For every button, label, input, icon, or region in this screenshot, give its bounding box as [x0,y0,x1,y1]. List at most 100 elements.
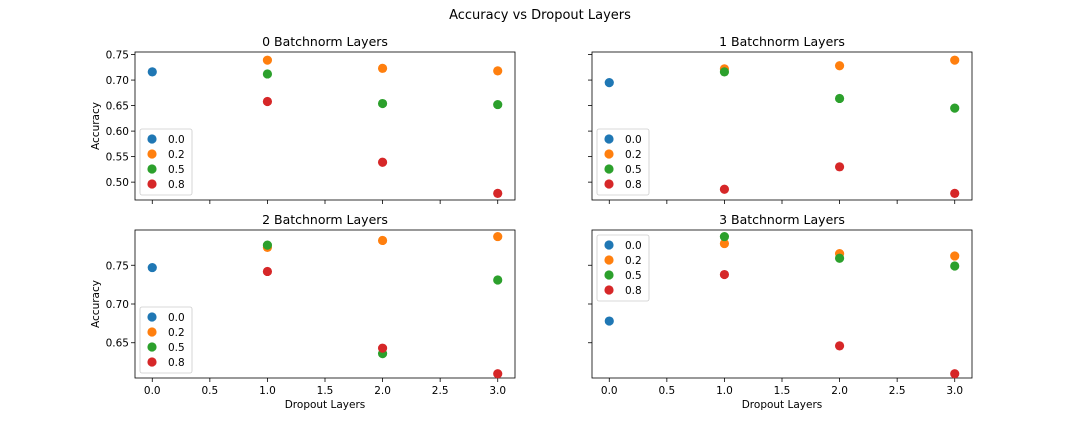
data-point [262,55,273,65]
x-tick-label: 0.0 [144,385,161,397]
y-tick-label: 0.60 [106,126,129,138]
data-point [834,253,845,263]
legend-box [139,128,193,196]
data-point [493,369,503,379]
data-point [950,188,960,198]
x-tick-label: 1.0 [716,385,733,397]
data-point [377,343,388,353]
legend-marker [604,164,614,174]
legend-marker [147,164,157,174]
legend-marker [147,342,157,352]
data-point [377,235,388,246]
data-point [262,266,273,277]
legend-marker [147,134,157,144]
panel-3: 3 Batchnorm Layers 0.0 0.5 1.0 1.5 2.0 2.5 3.0 D… [588,212,973,411]
data-point [262,69,273,79]
x-tick-label: 2.5 [432,385,449,397]
data-point [719,231,730,242]
data-point [604,316,614,326]
legend-box [596,128,650,196]
legend-label: 0.2 [168,149,185,161]
x-tick-label: 0.0 [601,385,618,397]
legend-label: 0.2 [625,255,642,267]
legend-label: 0.5 [168,164,185,176]
legend-marker [604,270,614,280]
legend-marker [604,179,614,189]
legend-marker [147,312,157,322]
panel-title: 2 Batchnorm Layers [262,212,388,227]
panel-0: 0 Batchnorm Layers 0.50 0.55 0.60 0.65 0.70 0.… [90,34,516,204]
x-tick-label: 1.5 [774,385,791,397]
y-axis-label: Accuracy [90,280,102,328]
data-point [493,188,503,198]
x-tick-label: 0.5 [201,385,218,397]
panel-2: 2 Batchnorm Layers 0.0 0.5 1.0 1.5 2.0 2.5 3.0 0… [90,212,516,411]
y-tick-label: 0.55 [106,152,129,164]
data-point [719,269,730,280]
data-point [834,162,845,172]
y-tick-label: 0.65 [106,101,129,113]
legend-marker [604,285,614,295]
x-tick-label: 2.0 [374,385,391,397]
data-point [262,96,273,107]
data-point [834,61,845,71]
x-axis-label: Dropout Layers [285,399,366,411]
y-tick-label: 0.70 [106,75,129,87]
data-point [493,99,503,110]
data-point [719,184,730,194]
panel-title: 3 Batchnorm Layers [719,212,845,227]
data-point [950,103,960,113]
legend-marker [147,179,157,189]
y-tick-label: 0.50 [106,177,129,189]
legend-box [596,234,650,302]
data-point [719,238,730,249]
y-tick-label: 0.65 [106,338,129,350]
data-point [834,341,845,351]
legend-marker [147,327,157,337]
legend-label: 0.8 [168,357,185,369]
legend-label: 0.0 [168,134,185,146]
legend-label: 0.5 [625,270,642,282]
data-point [377,98,388,109]
legend-label: 0.2 [625,149,642,161]
legend-label: 0.0 [625,134,642,146]
data-point [604,78,614,88]
y-axis-label: Accuracy [90,102,102,150]
data-point [950,369,960,379]
y-tick-label: 0.70 [106,299,129,311]
legend-marker [604,149,614,159]
y-tick-label: 0.75 [106,50,129,62]
data-point [262,240,273,250]
legend-label: 0.0 [625,240,642,252]
x-tick-label: 1.5 [317,385,334,397]
legend-marker [147,149,157,159]
legend-marker [147,357,157,367]
legend-label: 0.8 [625,179,642,191]
panel-1: 1 Batchnorm Layers 0.0 0.2 0.5 0.8 [588,34,973,204]
data-point [147,262,157,273]
x-tick-label: 0.5 [658,385,675,397]
y-tick-label: 0.75 [106,260,129,272]
figure-suptitle: Accuracy vs Dropout Layers [449,8,631,23]
legend-label: 0.2 [168,327,185,339]
legend-label: 0.5 [168,342,185,354]
data-point [950,261,960,271]
x-axis-label: Dropout Layers [742,399,823,411]
legend-marker [604,255,614,265]
data-point [377,157,388,167]
data-point [377,63,388,73]
x-tick-label: 1.0 [259,385,276,397]
legend-box [139,306,193,374]
x-tick-label: 3.0 [946,385,963,397]
data-point [834,93,845,104]
legend-marker [604,240,614,250]
data-point [719,67,730,77]
data-point [493,275,503,285]
data-point [950,55,960,65]
x-tick-label: 2.0 [831,385,848,397]
legend-label: 0.8 [168,179,185,191]
data-point [147,67,157,77]
data-point [493,66,503,76]
x-tick-label: 2.5 [889,385,906,397]
panel-title: 1 Batchnorm Layers [719,34,845,49]
